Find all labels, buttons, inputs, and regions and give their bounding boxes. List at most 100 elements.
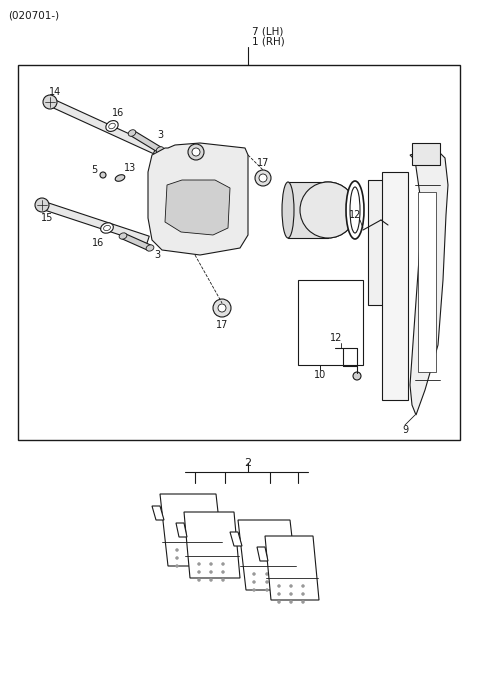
Circle shape <box>176 565 179 567</box>
Circle shape <box>386 223 394 231</box>
Text: 14: 14 <box>49 87 61 97</box>
Polygon shape <box>368 180 395 305</box>
Circle shape <box>197 563 201 565</box>
Text: 3: 3 <box>154 250 160 260</box>
Circle shape <box>204 565 206 567</box>
Circle shape <box>289 601 292 603</box>
Text: 3: 3 <box>157 130 163 140</box>
Circle shape <box>353 372 361 380</box>
Bar <box>412 143 440 165</box>
Circle shape <box>278 572 281 576</box>
Circle shape <box>301 593 304 595</box>
Text: 7 (LH): 7 (LH) <box>252 27 283 37</box>
Circle shape <box>265 572 268 576</box>
Circle shape <box>176 549 179 551</box>
Circle shape <box>252 589 255 591</box>
Circle shape <box>300 182 356 238</box>
Text: 17: 17 <box>216 320 228 330</box>
Polygon shape <box>410 148 448 415</box>
Text: 10: 10 <box>314 370 326 380</box>
Circle shape <box>197 570 201 574</box>
Circle shape <box>204 549 206 551</box>
Text: 12: 12 <box>330 333 342 343</box>
Bar <box>18 65 460 440</box>
Circle shape <box>209 563 213 565</box>
Polygon shape <box>41 201 149 244</box>
Ellipse shape <box>146 245 154 251</box>
Circle shape <box>278 580 281 584</box>
Ellipse shape <box>101 223 113 233</box>
Polygon shape <box>265 536 319 600</box>
Circle shape <box>209 570 213 574</box>
Ellipse shape <box>282 182 294 238</box>
Text: 1 (RH): 1 (RH) <box>252 37 285 47</box>
Circle shape <box>301 601 304 603</box>
Polygon shape <box>152 506 164 520</box>
Circle shape <box>252 572 255 576</box>
Polygon shape <box>238 520 298 590</box>
Text: (020701-): (020701-) <box>8 10 59 20</box>
Polygon shape <box>184 512 240 578</box>
Circle shape <box>289 593 292 595</box>
Text: 17: 17 <box>257 158 269 168</box>
Circle shape <box>190 565 192 567</box>
Ellipse shape <box>346 181 364 239</box>
Circle shape <box>278 589 281 591</box>
Bar <box>288 182 328 238</box>
Circle shape <box>192 148 200 156</box>
Circle shape <box>221 578 225 582</box>
Circle shape <box>35 198 49 212</box>
Polygon shape <box>257 547 268 561</box>
Ellipse shape <box>350 187 360 233</box>
Polygon shape <box>230 532 242 546</box>
Polygon shape <box>160 494 224 566</box>
Circle shape <box>218 304 226 312</box>
Circle shape <box>221 570 225 574</box>
Circle shape <box>209 578 213 582</box>
Circle shape <box>265 580 268 584</box>
Circle shape <box>277 584 280 588</box>
Circle shape <box>188 144 204 160</box>
Circle shape <box>221 563 225 565</box>
Ellipse shape <box>109 123 115 129</box>
Circle shape <box>176 557 179 559</box>
Circle shape <box>259 174 267 182</box>
Ellipse shape <box>119 233 127 239</box>
Circle shape <box>277 593 280 595</box>
Text: 16: 16 <box>92 238 104 248</box>
Circle shape <box>265 589 268 591</box>
Circle shape <box>204 557 206 559</box>
Text: 2: 2 <box>244 458 252 468</box>
Polygon shape <box>48 98 156 154</box>
Bar <box>298 280 363 365</box>
Ellipse shape <box>106 121 118 132</box>
Circle shape <box>213 299 231 317</box>
Text: 15: 15 <box>41 213 53 223</box>
Circle shape <box>43 95 57 109</box>
Polygon shape <box>148 143 248 255</box>
Text: 13: 13 <box>124 163 136 173</box>
Circle shape <box>252 580 255 584</box>
Circle shape <box>277 601 280 603</box>
Text: 9: 9 <box>402 425 408 435</box>
Circle shape <box>255 170 271 186</box>
Circle shape <box>197 578 201 582</box>
Bar <box>418 192 436 372</box>
Circle shape <box>190 549 192 551</box>
Text: 5: 5 <box>91 165 97 175</box>
Polygon shape <box>382 172 408 400</box>
Polygon shape <box>165 180 230 235</box>
Ellipse shape <box>115 175 125 181</box>
Circle shape <box>301 584 304 588</box>
Circle shape <box>190 557 192 559</box>
Ellipse shape <box>128 129 136 136</box>
Ellipse shape <box>104 225 110 231</box>
Circle shape <box>289 584 292 588</box>
Polygon shape <box>122 233 151 251</box>
Polygon shape <box>131 130 162 153</box>
Polygon shape <box>176 523 187 537</box>
Text: 16: 16 <box>112 108 124 118</box>
Text: 12: 12 <box>349 210 361 220</box>
Circle shape <box>100 172 106 178</box>
Circle shape <box>300 182 356 238</box>
